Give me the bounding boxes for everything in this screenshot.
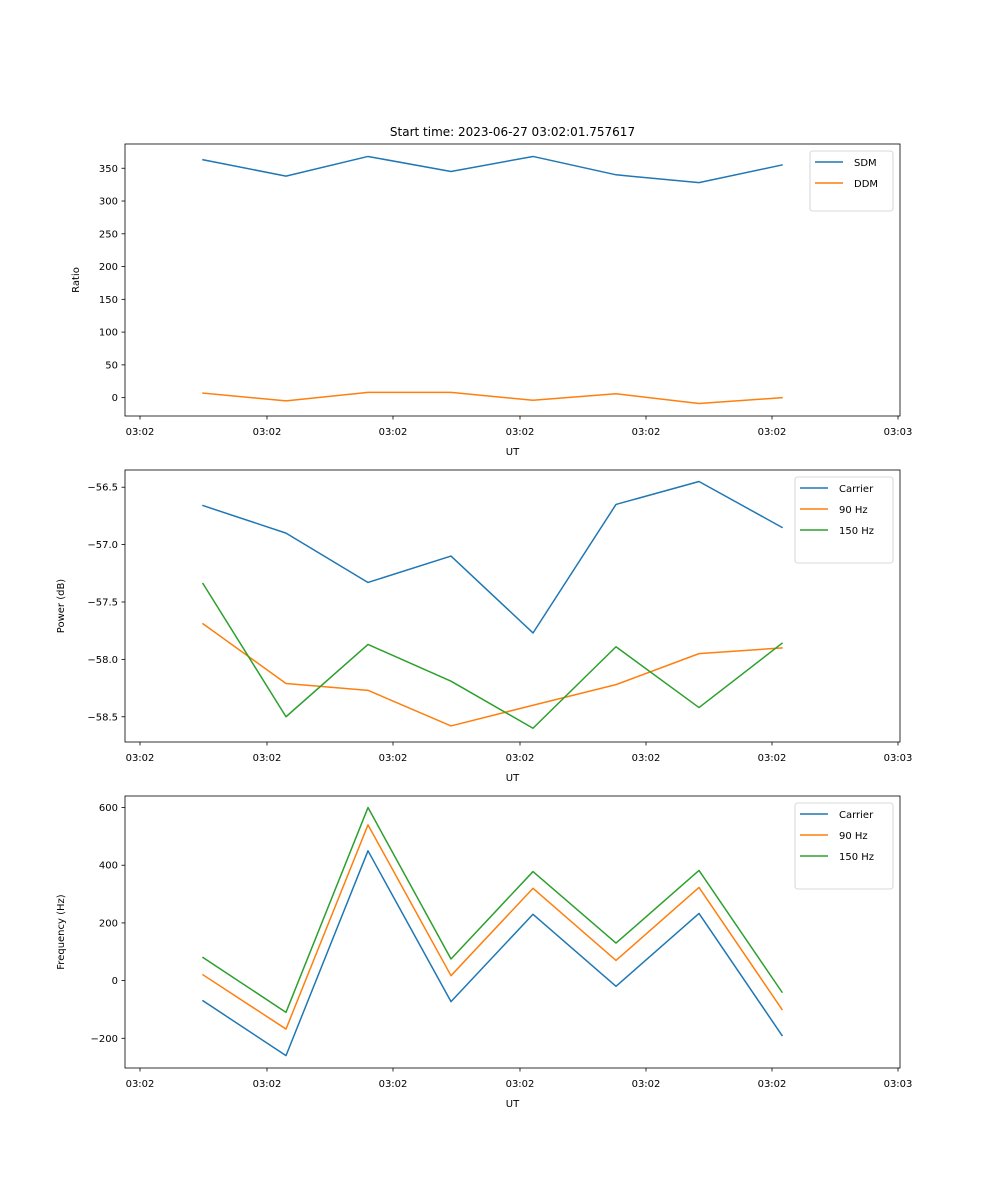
y-tick-label: 600: [99, 803, 118, 814]
y-tick-label: −200: [91, 1034, 118, 1045]
legend-label: Carrier: [839, 810, 874, 821]
y-tick-label: 200: [99, 918, 118, 929]
y-tick-label: 100: [99, 328, 118, 339]
series-line-sdm: [202, 155, 783, 184]
legend-label: DDM: [854, 179, 878, 190]
x-axis-label: UT: [506, 773, 520, 784]
x-tick-label: 03:02: [506, 1079, 535, 1090]
x-tick-label: 03:03: [884, 753, 913, 764]
y-tick-label: 200: [99, 262, 118, 273]
series-line-150-hz: [201, 582, 784, 729]
axes-frame: [124, 143, 901, 417]
legend-label: Carrier: [839, 484, 874, 495]
legend: SDM DDM: [809, 150, 894, 212]
series-line-carrier: [202, 480, 784, 634]
legend-frame: [794, 802, 894, 890]
x-tick-label: 03:02: [126, 427, 155, 438]
legend-label: 150 Hz: [839, 852, 874, 863]
y-axis-label: Ratio: [71, 267, 82, 293]
y-tick-label: 250: [99, 229, 118, 240]
x-tick-label: 03:02: [758, 753, 787, 764]
legend-label: 150 Hz: [839, 526, 874, 537]
x-tick-label: 03:02: [632, 1079, 661, 1090]
subplot-2: 03:02 03:02 03:02 03:02 03:02 03:02 03:03 −56.5…: [56, 469, 913, 784]
y-tick-label: 0: [112, 393, 118, 404]
x-tick-label: 03:02: [632, 427, 661, 438]
x-tick-label: 03:02: [126, 753, 155, 764]
y-tick-label: −57.0: [87, 540, 118, 551]
y-tick-label: 0: [112, 976, 118, 987]
series-line-90-hz: [201, 622, 783, 727]
axes-frame: [124, 469, 901, 743]
x-tick-label: 03:02: [126, 1079, 155, 1090]
axes-frame: [124, 795, 901, 1069]
x-tick-label: 03:02: [758, 1079, 787, 1090]
legend-frame: [794, 476, 894, 564]
x-tick-label: 03:02: [253, 753, 282, 764]
x-tick-label: 03:03: [884, 427, 913, 438]
series-line-150-hz: [201, 806, 784, 1014]
y-tick-label: −57.5: [87, 597, 118, 608]
y-tick-label: −58.0: [87, 655, 118, 666]
y-tick-label: −56.5: [87, 483, 118, 494]
y-axis-label: Power (dB): [56, 579, 67, 634]
x-axis-label: UT: [506, 447, 520, 458]
x-tick-label: 03:02: [253, 1079, 282, 1090]
y-axis-label: Frequency (Hz): [56, 894, 67, 970]
x-tick-label: 03:02: [379, 427, 408, 438]
legend-frame: [809, 150, 894, 212]
y-tick-label: 400: [99, 861, 118, 872]
legend-label: 90 Hz: [839, 505, 868, 516]
y-tick-label: −58.5: [87, 712, 118, 723]
x-axis-label: UT: [506, 1099, 520, 1110]
chart-title: Start time: 2023-06-27 03:02:01.757617: [390, 125, 635, 139]
x-tick-label: 03:02: [253, 427, 282, 438]
series-line-ddm: [202, 391, 783, 405]
y-tick-label: 150: [99, 295, 118, 306]
series-line-90-hz: [201, 824, 784, 1030]
y-tick-label: 300: [99, 197, 118, 208]
x-tick-label: 03:02: [506, 753, 535, 764]
subplot-3: 03:02 03:02 03:02 03:02 03:02 03:02 03:03 600 40…: [56, 795, 913, 1110]
y-tick-label: 350: [99, 164, 118, 175]
legend: Carrier 90 Hz 150 Hz: [794, 476, 894, 564]
y-tick-label: 50: [105, 360, 118, 371]
x-tick-label: 03:02: [506, 427, 535, 438]
x-tick-label: 03:03: [884, 1079, 913, 1090]
legend-label: SDM: [854, 158, 877, 169]
subplot-1: Start time: 2023-06-27 03:02:01.75761703…: [71, 125, 912, 458]
x-tick-label: 03:02: [379, 753, 408, 764]
legend-label: 90 Hz: [839, 831, 868, 842]
x-tick-label: 03:02: [632, 753, 661, 764]
x-tick-label: 03:02: [758, 427, 787, 438]
series-line-carrier: [201, 850, 784, 1057]
x-tick-label: 03:02: [379, 1079, 408, 1090]
legend: Carrier 90 Hz 150 Hz: [794, 802, 894, 890]
